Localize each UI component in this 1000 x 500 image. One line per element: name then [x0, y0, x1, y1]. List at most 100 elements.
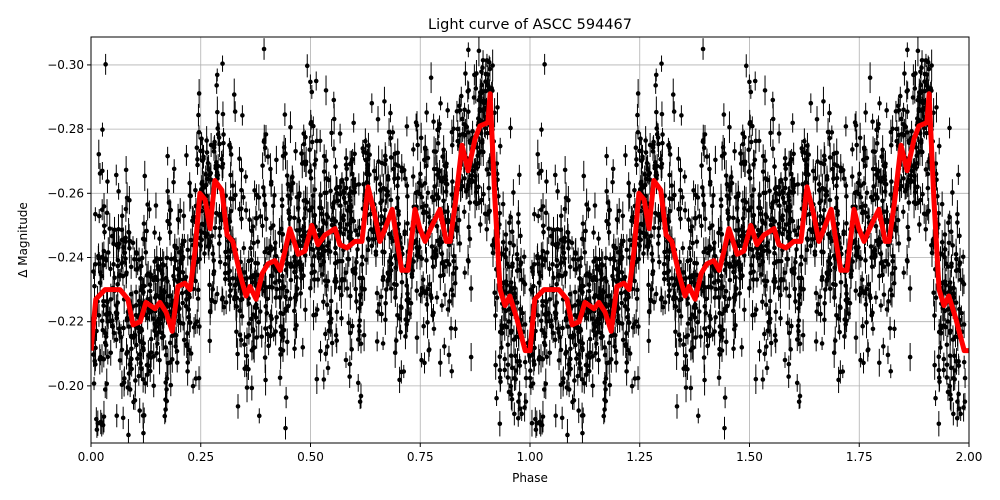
data-point — [767, 188, 772, 194]
data-point — [383, 300, 388, 306]
data-point — [451, 126, 456, 132]
data-point — [388, 255, 394, 261]
data-point — [485, 130, 490, 136]
data-point — [865, 214, 871, 220]
data-point — [453, 265, 459, 271]
data-point — [667, 172, 672, 178]
data-point — [813, 339, 819, 344]
data-point — [505, 342, 511, 348]
data-point — [421, 289, 427, 294]
data-point — [723, 339, 729, 345]
data-point — [923, 227, 929, 232]
data-point — [870, 119, 875, 124]
data-point — [863, 258, 868, 263]
data-point — [575, 257, 581, 262]
data-point — [287, 184, 293, 189]
data-point — [174, 245, 180, 251]
data-point — [911, 200, 917, 205]
data-point — [388, 155, 394, 160]
data-point — [211, 269, 217, 274]
data-point — [881, 292, 887, 297]
data-point — [157, 357, 162, 363]
data-point — [813, 176, 818, 181]
data-point — [627, 193, 633, 199]
data-point — [273, 295, 279, 300]
data-point — [207, 338, 213, 344]
data-point — [309, 89, 315, 95]
data-point — [901, 176, 906, 181]
data-point — [378, 294, 384, 300]
data-point — [959, 310, 964, 316]
data-point — [344, 166, 350, 172]
data-point — [896, 241, 902, 246]
data-point — [310, 193, 316, 198]
data-point — [818, 214, 823, 219]
data-point — [114, 413, 120, 419]
data-point — [350, 323, 355, 329]
data-point — [228, 152, 234, 157]
data-point — [264, 310, 270, 316]
data-point — [853, 288, 859, 294]
data-point — [678, 187, 683, 193]
data-point — [428, 75, 434, 80]
data-point — [266, 343, 271, 349]
data-point — [555, 189, 560, 194]
data-point — [419, 204, 425, 210]
data-point — [805, 143, 810, 148]
data-point — [263, 284, 268, 290]
data-point — [609, 333, 614, 339]
data-point — [363, 138, 368, 144]
data-point — [434, 192, 439, 197]
data-point — [180, 242, 185, 247]
data-point — [813, 290, 819, 296]
data-point — [486, 59, 492, 65]
data-point — [302, 253, 308, 258]
data-point — [568, 366, 573, 372]
data-point — [818, 198, 824, 204]
data-point — [454, 228, 460, 233]
data-point — [765, 177, 771, 183]
data-point — [651, 225, 657, 231]
data-point — [619, 242, 624, 247]
data-point — [486, 185, 492, 191]
data-point — [592, 203, 598, 208]
data-point — [347, 229, 352, 235]
data-point — [604, 153, 609, 159]
data-point — [792, 286, 798, 292]
data-point — [913, 71, 918, 76]
data-point — [931, 290, 936, 296]
data-point — [829, 130, 835, 135]
data-point — [317, 138, 323, 144]
data-point — [613, 245, 619, 251]
data-point — [240, 113, 245, 118]
data-point — [508, 214, 513, 220]
data-point — [502, 323, 508, 328]
data-point — [308, 176, 314, 181]
data-point — [853, 335, 859, 340]
data-point — [342, 200, 348, 206]
data-point — [288, 296, 293, 301]
data-point — [786, 293, 792, 299]
data-point — [337, 131, 343, 136]
data-point — [296, 193, 302, 199]
data-point — [591, 230, 596, 235]
data-point — [929, 63, 934, 68]
data-point — [843, 183, 849, 189]
data-point — [270, 223, 276, 228]
data-point — [343, 357, 349, 363]
data-point — [484, 167, 490, 172]
data-point — [580, 289, 585, 295]
data-point — [944, 362, 950, 368]
data-point — [424, 110, 429, 115]
data-point — [923, 167, 929, 172]
data-point — [885, 352, 891, 358]
data-point — [196, 112, 201, 118]
data-point — [347, 293, 353, 299]
data-point — [772, 332, 778, 338]
data-point — [893, 228, 899, 233]
data-point — [703, 246, 709, 251]
data-point — [700, 137, 706, 143]
data-point — [395, 150, 401, 156]
data-point — [616, 306, 621, 311]
data-point — [790, 120, 795, 126]
